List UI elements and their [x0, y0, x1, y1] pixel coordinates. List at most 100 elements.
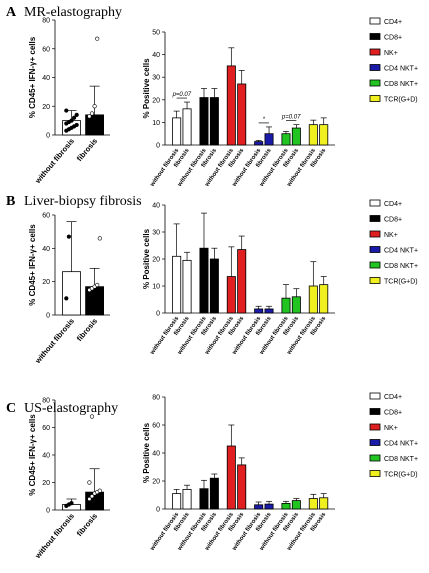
y-tick-label: 20	[152, 479, 160, 486]
data-point	[69, 501, 74, 506]
y-tick-label: 40	[152, 52, 160, 59]
x-category-label: fibrosis	[75, 317, 99, 344]
data-point	[66, 234, 71, 239]
bar	[226, 65, 236, 146]
legend-swatch	[369, 423, 381, 431]
significance-label: *	[263, 117, 266, 123]
legend-label: NK+	[384, 425, 398, 432]
bar	[172, 117, 182, 146]
x-category-label: fibrosis	[75, 512, 99, 539]
legend-swatch	[369, 48, 381, 56]
bar	[209, 258, 219, 314]
legend-swatch	[369, 215, 381, 222]
bar	[237, 464, 247, 510]
bar	[182, 488, 192, 510]
legend-swatch	[369, 64, 381, 71]
legend-swatch	[369, 79, 381, 87]
panel-c: C US-elastography 0 20 40 60 80 % CD45+ IFN-γ+ …	[6, 392, 418, 561]
bar	[254, 141, 264, 146]
y-tick-label: 80	[152, 395, 160, 402]
y-tick-label: 40	[152, 451, 160, 458]
y-axis-label: % CD45+ IFN-γ+ cells	[28, 414, 37, 496]
bar	[264, 503, 274, 510]
bar	[199, 247, 209, 314]
legend-label: CD4 NKT+	[384, 441, 418, 448]
y-tick-label: 20	[42, 104, 50, 111]
legend-label: CD4+	[384, 201, 402, 208]
data-point	[95, 282, 100, 288]
bar	[172, 255, 182, 314]
y-tick-label: 10	[152, 284, 160, 291]
legend-swatch	[369, 246, 381, 253]
legend-swatch	[369, 408, 381, 415]
y-axis-label: % Positive cells	[142, 58, 151, 119]
legend: CD4+ CD8+ NK+ CD4 NKT+ CD8 NKT+ TCR(G+D)	[369, 17, 418, 104]
bar	[264, 133, 274, 146]
left-plot: 0 20 40 60 80 % CD45+ IFN-γ+ cells without fib…	[28, 398, 110, 561]
bar	[308, 498, 318, 510]
y-axis-label: % CD45+ IFN-γ+ cells	[28, 224, 37, 306]
x-category-label: without fibrosis	[33, 137, 76, 186]
legend-label: CD4 NKT+	[384, 66, 418, 73]
bar	[226, 445, 236, 510]
y-tick-label: 0	[156, 311, 160, 318]
bar	[237, 249, 247, 314]
legend-label: TCR(G+D)	[384, 472, 418, 479]
y-tick-label: 0	[156, 507, 160, 514]
y-tick-label: 40	[42, 246, 50, 253]
data-point	[89, 414, 95, 419]
legend-label: NK+	[384, 232, 398, 239]
bar	[209, 97, 219, 146]
x-category-label: fibrosis	[75, 137, 99, 164]
data-point	[97, 488, 102, 493]
data-point	[89, 494, 95, 499]
panel-title: MR-elastography	[24, 5, 122, 20]
legend-swatch	[369, 439, 381, 446]
y-tick-label: 10	[152, 120, 160, 127]
legend-label: CD8+	[384, 217, 402, 224]
y-tick-label: 60	[42, 213, 50, 220]
bar	[281, 502, 291, 510]
legend-swatch	[369, 261, 381, 269]
legend-swatch	[369, 95, 381, 102]
bar	[226, 276, 236, 314]
y-tick-label: 0	[46, 313, 50, 320]
data-point	[87, 496, 92, 502]
data-point	[87, 480, 92, 485]
legend-label: CD8 NKT+	[384, 263, 418, 270]
data-point	[74, 122, 79, 128]
bar	[172, 493, 182, 510]
panel-letter: C	[6, 401, 16, 416]
legend-label: CD8+	[384, 35, 402, 42]
bar	[254, 504, 264, 510]
bar	[291, 500, 301, 510]
bar	[199, 97, 209, 146]
bar	[182, 259, 192, 314]
bar	[308, 285, 318, 314]
legend-label: NK+	[384, 50, 398, 57]
data-point	[74, 112, 79, 117]
bar	[281, 297, 291, 314]
data-point	[89, 111, 95, 116]
legend: CD4+ CD8+ NK+ CD4 NKT+ CD8 NKT+ TCR(G+D)	[369, 199, 418, 286]
bar	[264, 308, 274, 314]
bar	[319, 124, 329, 146]
bar	[291, 127, 301, 146]
y-tick-label: 20	[152, 97, 160, 104]
legend-label: CD8 NKT+	[384, 456, 418, 463]
data-point	[87, 114, 92, 119]
legend-swatch	[369, 33, 381, 40]
bar	[319, 284, 329, 314]
y-axis-label: % Positive cells	[142, 422, 151, 483]
legend-swatch	[369, 454, 381, 462]
legend-label: CD4 NKT+	[384, 248, 418, 255]
data-point	[95, 36, 100, 41]
y-tick-label: 60	[152, 423, 160, 430]
left-plot: 0 20 40 60 % CD45+ IFN-γ+ cells without fibro…	[28, 213, 110, 366]
data-point	[97, 236, 102, 241]
panel-letter: B	[6, 194, 15, 209]
x-category-label: without fibrosis	[33, 317, 76, 366]
left-plot: 0 20 40 60 80 % CD45+ IFN-γ+ cells without fib…	[28, 18, 110, 186]
bar	[308, 124, 318, 146]
